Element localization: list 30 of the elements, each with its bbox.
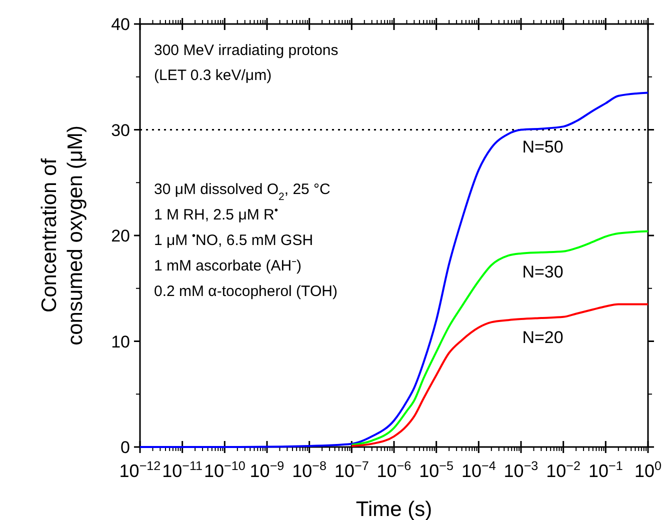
y-tick-label: 20 xyxy=(111,226,130,246)
x-tick-label: 10$^{0}$ xyxy=(634,459,662,481)
x-tick-label: 10$^{−12}$ xyxy=(119,459,161,481)
y-tick-label: 30 xyxy=(111,120,130,140)
annotation: (LET 0.3 keV/μm) xyxy=(154,67,272,84)
y-tick-label: 10 xyxy=(111,332,130,352)
x-tick-label: 10$^{−9}$ xyxy=(250,459,284,481)
annotation: 1 M RH, 2.5 μM R$^{•}$ xyxy=(154,204,278,224)
x-tick-label: 10$^{−8}$ xyxy=(292,459,327,481)
series-label: N=30 xyxy=(522,262,564,282)
x-tick-label: 10$^{−4}$ xyxy=(461,459,496,481)
x-tick-label: 10$^{−10}$ xyxy=(204,459,246,481)
x-tick-label: 10$^{−7}$ xyxy=(334,459,369,481)
annotation: 1 mM ascorbate (AH⁻) xyxy=(154,258,302,274)
x-tick-label: 10$^{−6}$ xyxy=(376,459,412,481)
annotation: 30 μM dissolved O$_{2}$, 25 °C xyxy=(154,181,331,203)
x-tick-label: 10$^{−2}$ xyxy=(546,459,581,481)
y-axis-title: Concentration of consumed oxygen (μM) xyxy=(38,126,87,346)
annotation: 1 μM $^{•}$NO, 6.5 mM GSH xyxy=(154,230,314,249)
x-tick-label: 10$^{−1}$ xyxy=(588,459,623,481)
y-tick-label: 40 xyxy=(111,15,130,34)
x-tick-label: 10$^{−3}$ xyxy=(504,459,538,481)
x-tick-label: 10$^{−11}$ xyxy=(162,459,203,481)
annotation: 0.2 mM α-tocopherol (TOH) xyxy=(154,283,338,300)
x-tick-label: 10$^{−5}$ xyxy=(419,459,454,481)
series-label: N=20 xyxy=(522,328,564,347)
y-tick-label: 0 xyxy=(120,438,130,457)
x-axis-title: Time (s) xyxy=(356,498,432,520)
series-label: N=50 xyxy=(522,138,564,157)
annotation: 300 MeV irradiating protons xyxy=(154,42,338,59)
